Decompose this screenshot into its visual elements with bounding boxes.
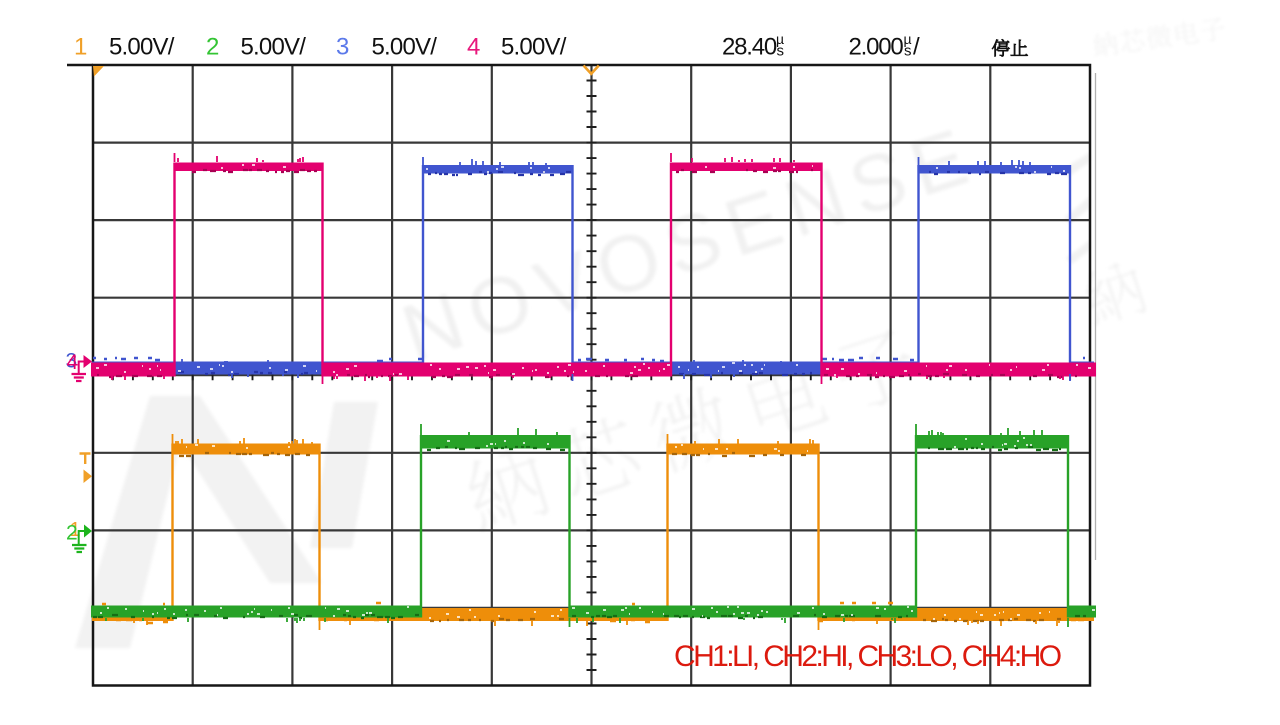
svg-text:µ: µ [904,31,912,47]
svg-text:4: 4 [467,34,480,61]
svg-text:/: / [913,34,920,61]
svg-text:1: 1 [70,519,81,541]
svg-text:3: 3 [336,34,349,61]
svg-text:s: s [904,43,912,60]
svg-text:CH1:LI, CH2:HI, CH3:LO, CH4:HO: CH1:LI, CH2:HI, CH3:LO, CH4:HO [674,640,1061,673]
svg-text:2: 2 [206,34,219,61]
svg-text:µ: µ [776,31,784,47]
svg-text:2.000: 2.000 [849,34,904,61]
svg-text:5.00V/: 5.00V/ [241,34,307,61]
svg-text:5.00V/: 5.00V/ [372,34,438,61]
svg-text:28.40: 28.40 [722,34,777,61]
svg-text:5.00V/: 5.00V/ [501,34,567,61]
svg-text:5.00V/: 5.00V/ [109,34,175,61]
svg-text:2: 2 [66,522,78,545]
svg-text:4: 4 [67,351,79,374]
svg-text:1: 1 [74,34,87,61]
svg-text:s: s [777,43,785,60]
svg-text:3: 3 [66,350,78,373]
